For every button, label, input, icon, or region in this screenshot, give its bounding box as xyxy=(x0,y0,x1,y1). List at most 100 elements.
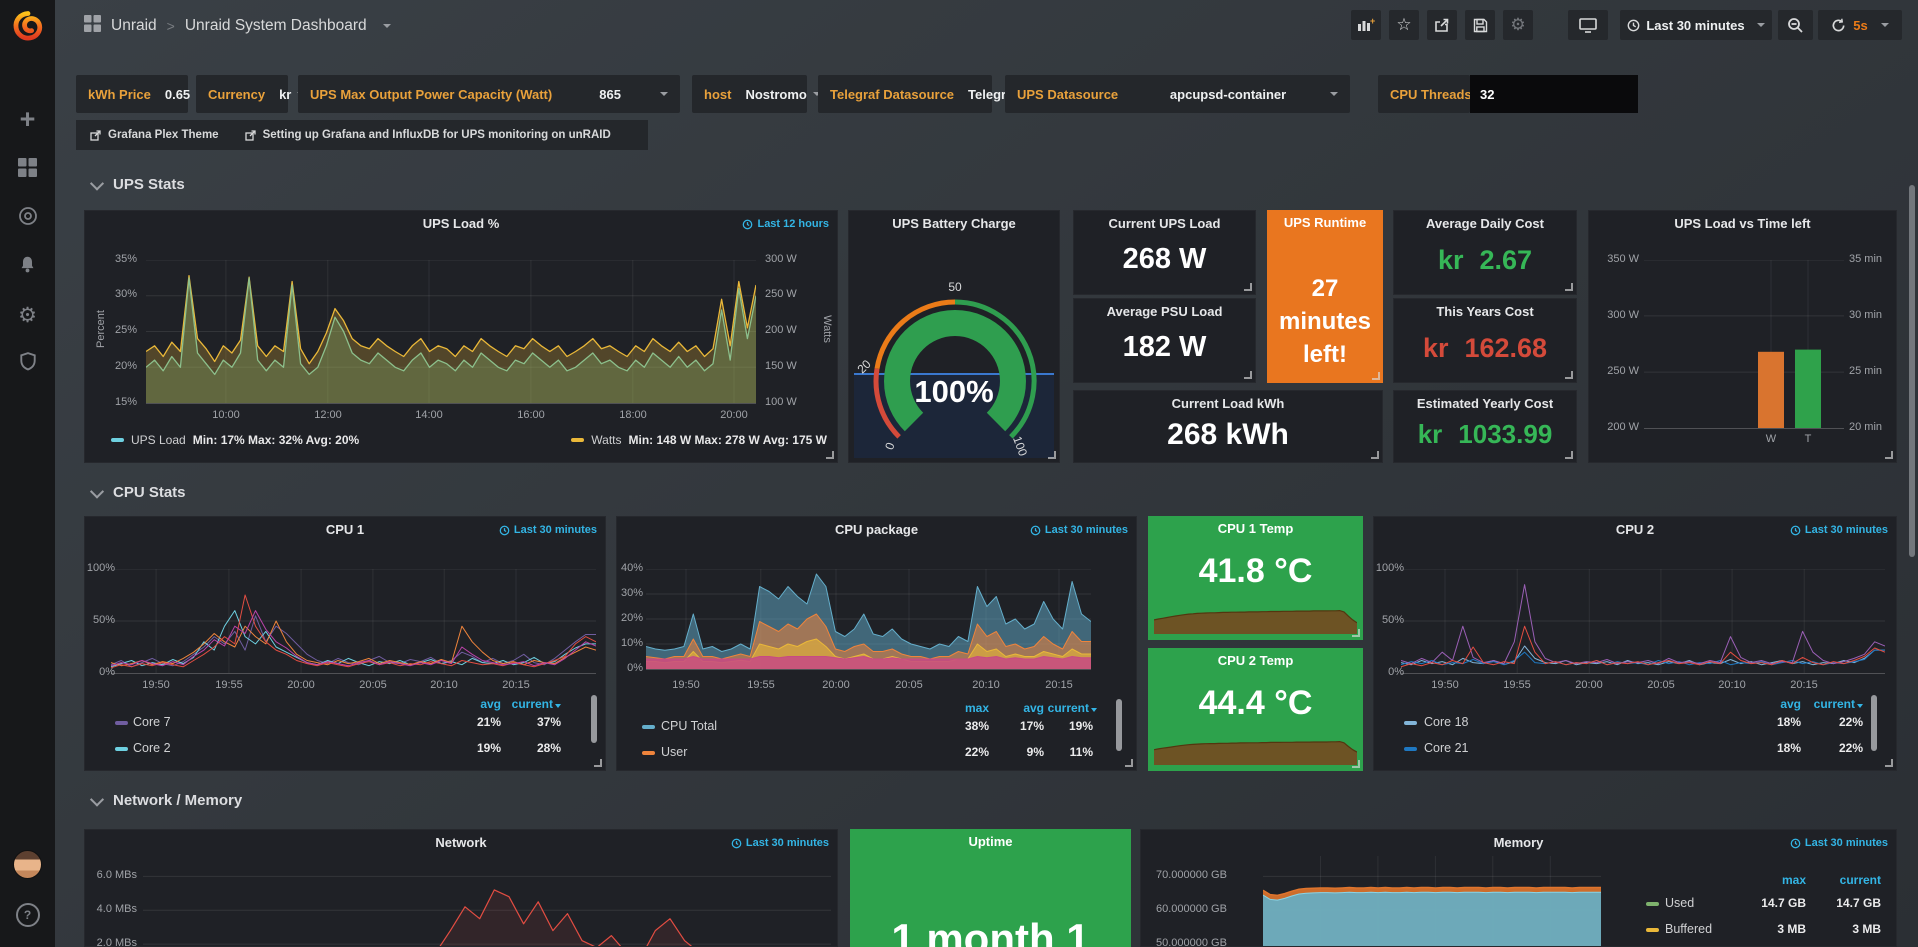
legend-series[interactable]: Core 21 xyxy=(1424,741,1468,755)
panel-title[interactable]: Network xyxy=(85,835,837,850)
panel-title[interactable]: UPS Load % xyxy=(85,216,837,231)
panel-title[interactable]: Memory xyxy=(1141,835,1896,850)
legend-col-avg[interactable]: avg xyxy=(989,701,1044,715)
dashboard-title-caret-icon[interactable] xyxy=(383,24,391,28)
legend-series[interactable]: Buffered xyxy=(1665,922,1712,936)
legend-scrollbar[interactable] xyxy=(1116,699,1122,751)
cpu2-chart[interactable] xyxy=(1401,569,1885,674)
ups-bar-chart[interactable] xyxy=(1644,260,1844,429)
time-range-picker[interactable]: Last 30 minutes xyxy=(1620,10,1772,40)
panel-resize-handle[interactable] xyxy=(1125,759,1133,767)
legend-series[interactable]: Core 18 xyxy=(1424,715,1468,729)
battery-gauge[interactable]: 02050100 xyxy=(850,281,1060,456)
legend-col-current[interactable]: current xyxy=(1805,697,1863,711)
panel-title[interactable]: This Years Cost xyxy=(1394,304,1576,319)
cpu1-chart[interactable] xyxy=(111,569,596,674)
legend-col-current[interactable]: current xyxy=(501,697,561,711)
share-dashboard-button[interactable] xyxy=(1427,10,1457,40)
legend-series[interactable]: Core 2 xyxy=(133,741,171,755)
variable-ups-datasource[interactable]: UPS Datasource apcupsd-container xyxy=(1005,75,1350,113)
cpu-threads-input[interactable] xyxy=(1470,75,1638,113)
panel-title[interactable]: UPS Load vs Time left xyxy=(1589,216,1896,231)
add-panel-button[interactable]: + xyxy=(1351,10,1381,40)
legend-series[interactable]: CPU Total xyxy=(661,719,717,733)
panel-title[interactable]: Current Load kWh xyxy=(1074,396,1382,411)
section-ups-stats[interactable]: UPS Stats xyxy=(92,176,185,193)
panel-resize-handle[interactable] xyxy=(1352,760,1360,768)
panel-title[interactable]: Estimated Yearly Cost xyxy=(1394,396,1576,411)
alerting-bell-icon[interactable] xyxy=(0,255,55,274)
panel-resize-handle[interactable] xyxy=(1371,451,1379,459)
link-ups-monitoring-guide[interactable]: Setting up Grafana and InfluxDB for UPS … xyxy=(245,129,611,141)
panel-time-override[interactable]: Last 30 minutes xyxy=(1030,524,1128,536)
legend-series[interactable]: Used xyxy=(1665,896,1694,910)
ups-load-chart[interactable] xyxy=(146,260,756,404)
variable-telegraf-datasource[interactable]: Telegraf Datasource Telegraf xyxy=(818,75,992,113)
legend-scrollbar[interactable] xyxy=(591,695,597,743)
legend-series[interactable]: Core 7 xyxy=(133,715,171,729)
panel-resize-handle[interactable] xyxy=(1565,451,1573,459)
section-network-memory[interactable]: Network / Memory xyxy=(92,792,242,809)
zoom-out-button[interactable] xyxy=(1778,10,1813,40)
panel-title[interactable]: Average Daily Cost xyxy=(1394,216,1576,231)
settings-gear-icon[interactable]: ⚙ xyxy=(0,303,55,328)
panel-resize-handle[interactable] xyxy=(826,451,834,459)
panel-resize-handle[interactable] xyxy=(1885,451,1893,459)
panel-resize-handle[interactable] xyxy=(1352,629,1360,637)
panel-title[interactable]: UPS Battery Charge xyxy=(849,216,1059,231)
panel-time-override[interactable]: Last 30 minutes xyxy=(1790,524,1888,536)
legend-col-max[interactable]: max xyxy=(929,701,989,715)
variable-currency[interactable]: Currency kr xyxy=(196,75,288,113)
panel-title[interactable]: CPU 2 Temp xyxy=(1148,653,1363,668)
panel-title[interactable]: CPU 1 Temp xyxy=(1148,521,1363,536)
dashboards-icon[interactable] xyxy=(0,158,55,177)
panel-time-override[interactable]: Last 30 minutes xyxy=(731,837,829,849)
panel-resize-handle[interactable] xyxy=(1885,759,1893,767)
section-cpu-stats[interactable]: CPU Stats xyxy=(92,484,186,501)
panel-time-override[interactable]: Last 30 minutes xyxy=(499,524,597,536)
legend-ups-load[interactable]: UPS Load Min: 17% Max: 32% Avg: 20% xyxy=(111,433,359,447)
panel-resize-handle[interactable] xyxy=(1244,283,1252,291)
create-plus-icon[interactable]: + xyxy=(0,104,55,135)
page-scrollbar[interactable] xyxy=(1909,185,1915,557)
legend-watts[interactable]: Watts Min: 148 W Max: 278 W Avg: 175 W xyxy=(571,433,827,447)
panel-resize-handle[interactable] xyxy=(1244,371,1252,379)
panel-resize-handle[interactable] xyxy=(1048,451,1056,459)
panel-resize-handle[interactable] xyxy=(1565,371,1573,379)
panel-resize-handle[interactable] xyxy=(1565,283,1573,291)
star-dashboard-button[interactable]: ☆ xyxy=(1389,10,1419,40)
legend-series[interactable]: User xyxy=(661,745,687,759)
legend-col-max[interactable]: max xyxy=(1741,873,1806,887)
variable-host[interactable]: host Nostromo xyxy=(692,75,807,113)
panel-title[interactable]: UPS Runtime xyxy=(1267,215,1383,230)
help-icon[interactable]: ? xyxy=(0,903,55,927)
dashboard-settings-gear-icon[interactable]: ⚙ xyxy=(1503,10,1533,40)
user-avatar[interactable] xyxy=(0,850,55,879)
tv-kiosk-mode-button[interactable] xyxy=(1568,10,1608,40)
panel-title[interactable]: Average PSU Load xyxy=(1074,304,1255,319)
legend-col-current[interactable]: current xyxy=(1041,701,1097,715)
panel-time-override[interactable]: Last 12 hours xyxy=(742,218,829,230)
explore-compass-icon[interactable] xyxy=(0,206,55,226)
panel-resize-handle[interactable] xyxy=(594,759,602,767)
link-grafana-plex-theme[interactable]: Grafana Plex Theme xyxy=(90,129,219,141)
network-chart[interactable] xyxy=(143,856,831,947)
legend-col-current[interactable]: current xyxy=(1813,873,1881,887)
legend-scrollbar[interactable] xyxy=(1871,695,1877,751)
cpu-package-chart[interactable] xyxy=(646,569,1091,670)
panel-title[interactable]: Current UPS Load xyxy=(1074,216,1255,231)
panel-time-override[interactable]: Last 30 minutes xyxy=(1790,837,1888,849)
refresh-picker[interactable]: 5s xyxy=(1818,10,1902,40)
dashboard-title[interactable]: Unraid System Dashboard xyxy=(185,17,367,35)
grafana-logo-icon[interactable] xyxy=(0,9,55,43)
save-dashboard-button[interactable] xyxy=(1465,10,1495,40)
panel-title[interactable]: Uptime xyxy=(850,834,1131,849)
breadcrumb-folder[interactable]: Unraid xyxy=(111,17,157,35)
variable-ups-max-output[interactable]: UPS Max Output Power Capacity (Watt) 865 xyxy=(298,75,680,113)
legend-col-avg[interactable]: avg xyxy=(1741,697,1801,711)
variable-kwh-price[interactable]: kWh Price 0.65 xyxy=(76,75,188,113)
panel-resize-handle[interactable] xyxy=(1372,372,1380,380)
admin-shield-icon[interactable] xyxy=(0,352,55,371)
legend-col-avg[interactable]: avg xyxy=(437,697,501,711)
memory-chart[interactable] xyxy=(1263,856,1601,947)
